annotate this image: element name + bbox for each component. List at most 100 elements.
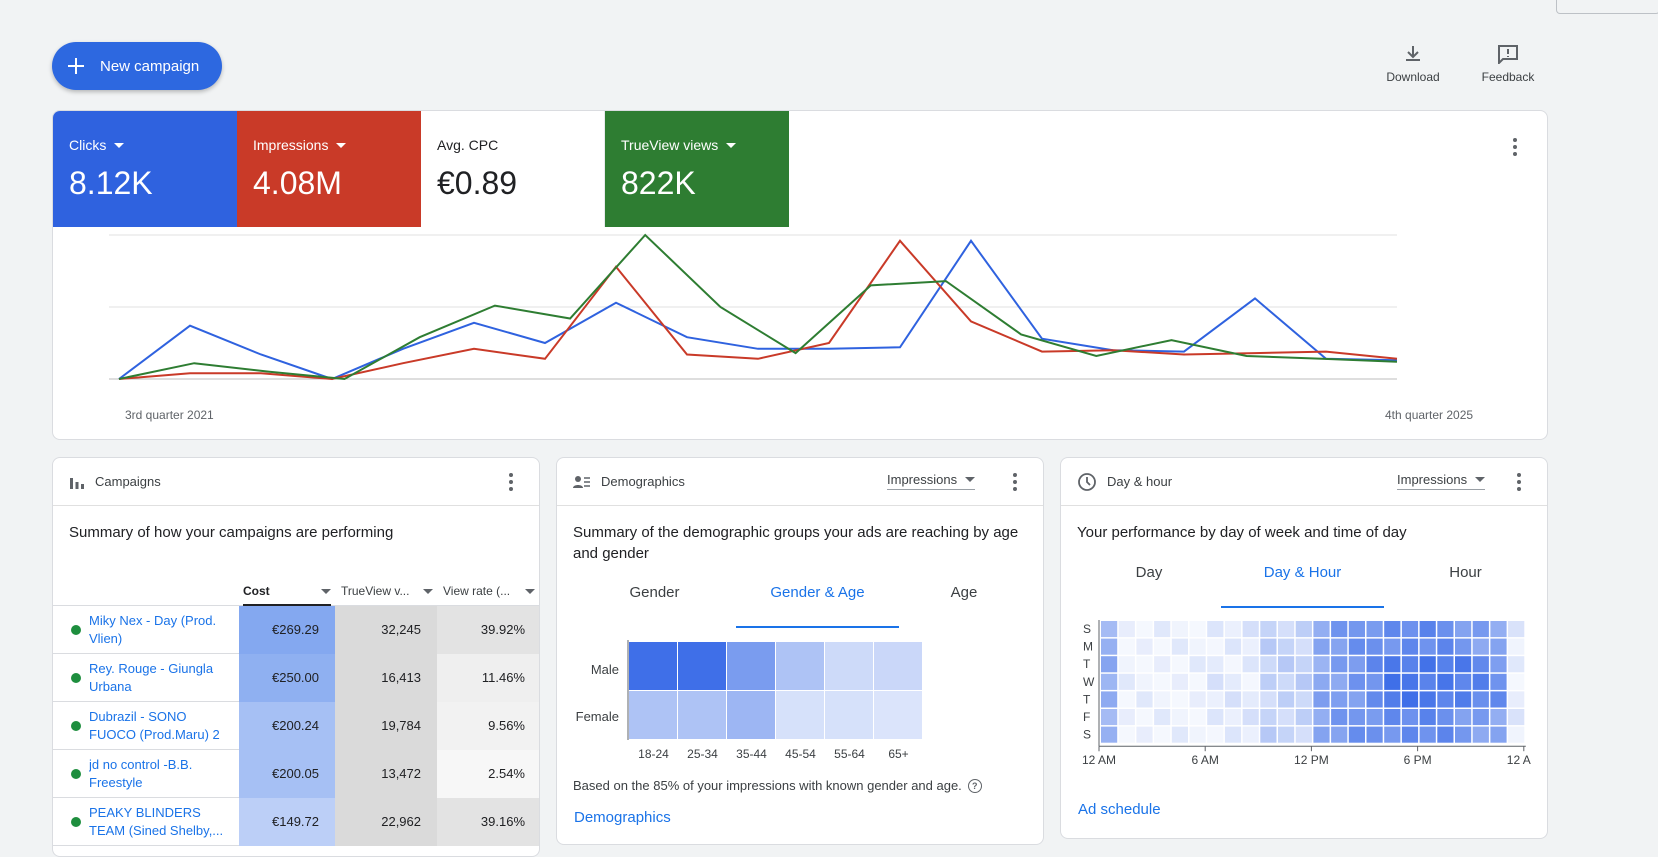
heatmap-cell[interactable] [1207, 638, 1224, 655]
heatmap-cell[interactable] [1189, 709, 1206, 726]
heatmap-cell[interactable] [1490, 656, 1507, 673]
heatmap-cell[interactable] [1366, 673, 1383, 690]
heatmap-cell[interactable] [1224, 709, 1242, 726]
campaign-name-link[interactable]: Miky Nex - Day (Prod. Vlien) [89, 613, 217, 646]
heatmap-cell[interactable] [874, 642, 922, 690]
heatmap-cell[interactable] [1490, 691, 1507, 708]
heatmap-cell[interactable] [1455, 726, 1472, 743]
heatmap-cell[interactable] [1295, 656, 1312, 673]
day-hour-more-options-icon[interactable] [1507, 470, 1531, 494]
heatmap-cell[interactable] [1295, 726, 1312, 743]
heatmap-cell[interactable] [1101, 709, 1118, 726]
heatmap-cell[interactable] [1366, 709, 1383, 726]
heatmap-cell[interactable] [1455, 691, 1472, 708]
heatmap-cell[interactable] [1278, 638, 1295, 655]
heatmap-cell[interactable] [1189, 656, 1206, 673]
column-trueview-views[interactable]: TrueView v... [341, 584, 433, 598]
heatmap-cell[interactable] [1366, 656, 1383, 673]
heatmap-cell[interactable] [1419, 726, 1436, 743]
heatmap-cell[interactable] [1331, 709, 1348, 726]
heatmap-cell[interactable] [1384, 726, 1401, 743]
heatmap-cell[interactable] [1401, 638, 1419, 655]
tab-age[interactable]: Age [899, 584, 1029, 628]
heatmap-cell[interactable] [1207, 656, 1224, 673]
heatmap-cell[interactable] [1419, 656, 1436, 673]
heatmap-cell[interactable] [1437, 621, 1454, 638]
heatmap-cell[interactable] [1384, 621, 1401, 638]
heatmap-cell[interactable] [1331, 673, 1348, 690]
heatmap-cell[interactable] [1118, 621, 1135, 638]
heatmap-cell[interactable] [1118, 656, 1135, 673]
heatmap-cell[interactable] [1508, 673, 1525, 690]
heatmap-cell[interactable] [1154, 726, 1171, 743]
heatmap-cell[interactable] [1472, 673, 1489, 690]
heatmap-cell[interactable] [1260, 709, 1277, 726]
heatmap-cell[interactable] [629, 691, 677, 739]
heatmap-cell[interactable] [1260, 656, 1277, 673]
heatmap-cell[interactable] [1348, 621, 1365, 638]
chart-more-options-icon[interactable] [1503, 135, 1527, 159]
heatmap-cell[interactable] [1384, 656, 1401, 673]
heatmap-cell[interactable] [1278, 673, 1295, 690]
download-button[interactable]: Download [1368, 44, 1458, 84]
heatmap-cell[interactable] [1171, 656, 1188, 673]
heatmap-cell[interactable] [727, 642, 775, 690]
heatmap-cell[interactable] [825, 691, 873, 739]
new-campaign-button[interactable]: New campaign [52, 42, 222, 90]
heatmap-cell[interactable] [1260, 691, 1277, 708]
heatmap-cell[interactable] [1207, 621, 1224, 638]
heatmap-cell[interactable] [1366, 691, 1383, 708]
heatmap-cell[interactable] [1313, 691, 1330, 708]
heatmap-cell[interactable] [1171, 691, 1188, 708]
heatmap-cell[interactable] [1331, 726, 1348, 743]
heatmap-cell[interactable] [1419, 638, 1436, 655]
heatmap-cell[interactable] [1313, 709, 1330, 726]
feedback-button[interactable]: Feedback [1463, 44, 1553, 84]
heatmap-cell[interactable] [1224, 726, 1242, 743]
heatmap-cell[interactable] [1313, 726, 1330, 743]
heatmap-cell[interactable] [1490, 726, 1507, 743]
heatmap-cell[interactable] [1260, 673, 1277, 690]
heatmap-cell[interactable] [1313, 656, 1330, 673]
heatmap-cell[interactable] [1278, 691, 1295, 708]
heatmap-cell[interactable] [1101, 673, 1118, 690]
heatmap-cell[interactable] [1189, 691, 1206, 708]
heatmap-cell[interactable] [1508, 656, 1525, 673]
tab-hour[interactable]: Hour [1384, 564, 1547, 608]
heatmap-cell[interactable] [1136, 656, 1153, 673]
heatmap-cell[interactable] [1295, 638, 1312, 655]
heatmap-cell[interactable] [1366, 638, 1383, 655]
tab-day[interactable]: Day [1077, 564, 1221, 608]
heatmap-cell[interactable] [1490, 638, 1507, 655]
heatmap-cell[interactable] [1472, 691, 1489, 708]
heatmap-cell[interactable] [1295, 673, 1312, 690]
heatmap-cell[interactable] [1508, 621, 1525, 638]
heatmap-cell[interactable] [825, 642, 873, 690]
heatmap-cell[interactable] [1207, 673, 1224, 690]
heatmap-cell[interactable] [1224, 638, 1242, 655]
tab-gender-age[interactable]: Gender & Age [736, 584, 899, 628]
heatmap-cell[interactable] [1455, 656, 1472, 673]
heatmap-cell[interactable] [1508, 638, 1525, 655]
heatmap-cell[interactable] [1242, 691, 1259, 708]
heatmap-cell[interactable] [1207, 691, 1224, 708]
heatmap-cell[interactable] [1118, 638, 1135, 655]
metric-avg-cpc[interactable]: Avg. CPC €0.89 [421, 111, 605, 227]
heatmap-cell[interactable] [1472, 621, 1489, 638]
help-icon[interactable]: ? [967, 778, 982, 793]
heatmap-cell[interactable] [1224, 621, 1242, 638]
heatmap-cell[interactable] [1455, 638, 1472, 655]
heatmap-cell[interactable] [1118, 691, 1135, 708]
heatmap-cell[interactable] [874, 691, 922, 739]
heatmap-cell[interactable] [727, 691, 775, 739]
heatmap-cell[interactable] [1101, 638, 1118, 655]
heatmap-cell[interactable] [1472, 656, 1489, 673]
heatmap-cell[interactable] [1437, 726, 1454, 743]
heatmap-cell[interactable] [1384, 709, 1401, 726]
heatmap-cell[interactable] [1437, 638, 1454, 655]
heatmap-cell[interactable] [1437, 656, 1454, 673]
heatmap-cell[interactable] [1224, 691, 1242, 708]
heatmap-cell[interactable] [1278, 656, 1295, 673]
heatmap-cell[interactable] [1455, 709, 1472, 726]
heatmap-cell[interactable] [1401, 726, 1419, 743]
